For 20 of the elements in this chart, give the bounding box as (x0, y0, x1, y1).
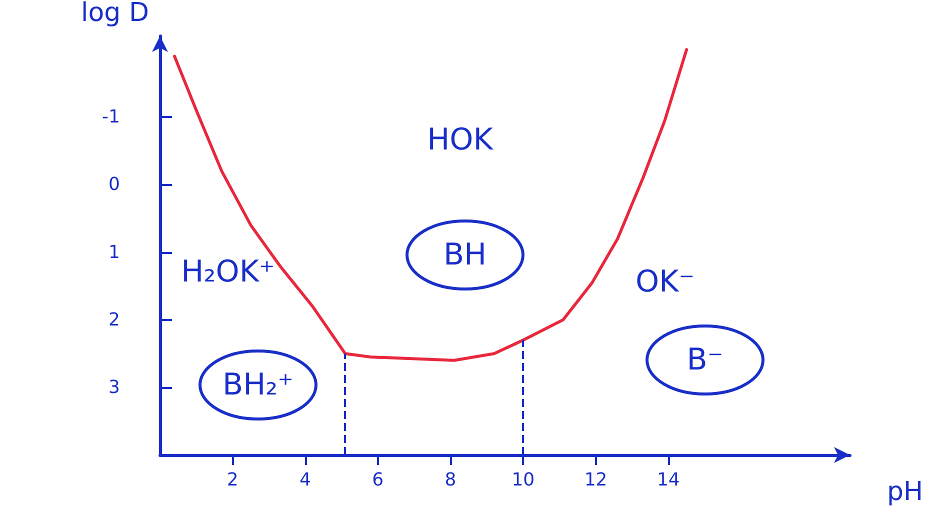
y-tick-label: 2 (108, 309, 120, 330)
annotation: HOK (427, 122, 494, 158)
x-tick-label: 14 (656, 470, 680, 490)
x-tick-label: 6 (372, 470, 384, 490)
y-tick-label: 3 (108, 376, 120, 398)
y-tick-label: 0 (108, 174, 120, 196)
y-axis-title: log D (81, 0, 149, 28)
annotation: BH₂⁺ (222, 368, 294, 402)
x-axis-title: pH (886, 477, 924, 507)
x-tick-label: 10 (512, 470, 535, 490)
x-tick-label: 2 (226, 470, 238, 490)
annotation: BH (443, 238, 487, 272)
x-tick-label: 4 (300, 470, 311, 490)
annotation: B⁻ (686, 342, 724, 378)
x-tick-label: 12 (584, 470, 608, 490)
y-tick-label: -1 (102, 106, 120, 128)
annotation: H₂OK⁺ (181, 254, 275, 290)
y-tick-label: 1 (108, 242, 120, 263)
x-tick-label: 8 (444, 470, 456, 490)
annotation: OK⁻ (635, 264, 695, 300)
